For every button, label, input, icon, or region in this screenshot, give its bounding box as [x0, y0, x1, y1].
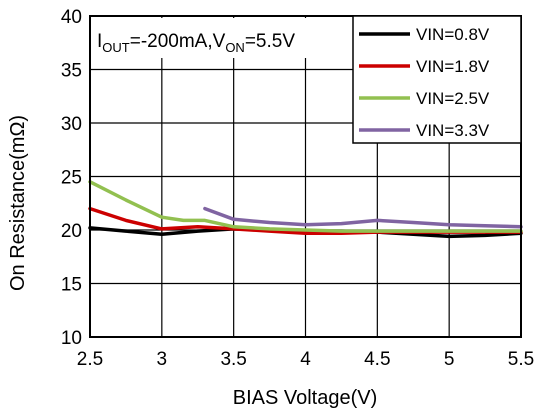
legend-label: VIN=3.3V [416, 121, 490, 140]
legend-label: VIN=2.5V [416, 89, 490, 108]
x-axis-title: BIAS Voltage(V) [233, 387, 378, 409]
x-tick-label: 5 [444, 349, 455, 370]
x-tick-label: 3.5 [220, 349, 246, 370]
legend: VIN=0.8V VIN=1.8V VIN=2.5V VIN=3.3V [352, 15, 522, 144]
series-line-vin-2-5v [88, 180, 523, 233]
legend-box [352, 15, 522, 144]
y-tick-label: 35 [61, 61, 82, 82]
y-tick-label: 10 [61, 328, 82, 349]
conditions-annotation-text: IOUT=-200mA,VON=5.5V [97, 31, 295, 55]
annotation-segment: I [97, 31, 102, 52]
plot-frame [89, 15, 522, 338]
annotation-segment: =5.5V [245, 31, 296, 52]
series-lines [88, 180, 523, 239]
legend-label: VIN=1.8V [416, 57, 490, 76]
x-tick-label: 4 [300, 349, 311, 370]
y-tick-label: 15 [61, 275, 82, 296]
x-tick-label: 5.5 [508, 349, 534, 370]
annotation-subscript: OUT [102, 40, 130, 55]
conditions-annotation: IOUT=-200mA,VON=5.5V [92, 18, 354, 58]
y-axis-title: On Resistance(mΩ) [7, 115, 29, 291]
x-tick-label: 4.5 [364, 349, 390, 370]
x-tick-label: 2.5 [77, 349, 103, 370]
annotation-segment: =-200mA,V [130, 31, 226, 52]
annotation-subscript: ON [225, 40, 245, 55]
y-tick-label: 40 [61, 7, 82, 28]
y-tick-label: 25 [61, 168, 82, 189]
legend-label: VIN=0.8V [416, 25, 490, 44]
x-tick-label: 3 [157, 349, 168, 370]
y-tick-label: 20 [61, 221, 82, 242]
series-line-vin-3-3v [203, 206, 523, 229]
tick-labels: 2.5 3 3.5 4 4.5 5 5.5 10 15 20 25 30 35 40 [61, 7, 534, 370]
y-tick-label: 30 [61, 114, 82, 135]
